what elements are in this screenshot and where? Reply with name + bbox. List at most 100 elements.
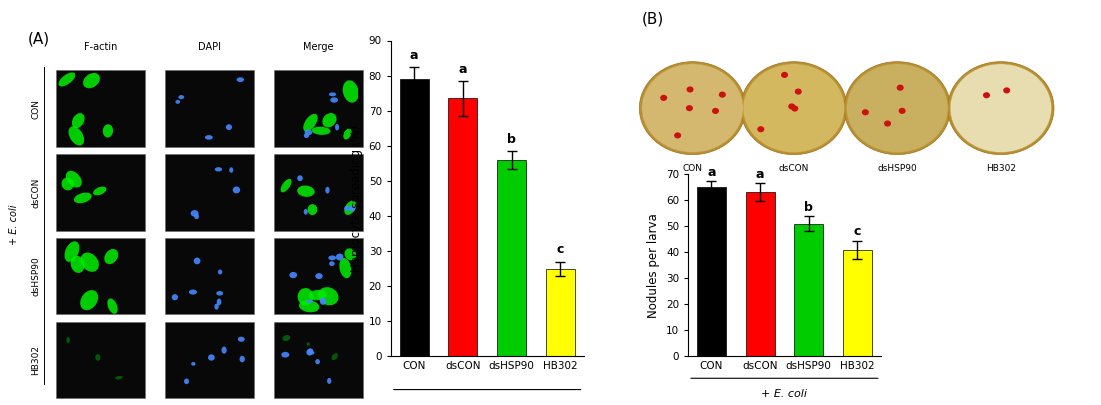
Ellipse shape (306, 349, 313, 356)
Ellipse shape (215, 167, 222, 172)
Bar (55, 70, 144, 147)
Ellipse shape (323, 113, 337, 128)
Circle shape (661, 95, 667, 101)
Ellipse shape (281, 179, 292, 192)
Ellipse shape (306, 342, 309, 346)
Ellipse shape (190, 210, 198, 217)
Ellipse shape (189, 290, 197, 294)
Text: dsCON: dsCON (778, 164, 809, 173)
Text: Merge: Merge (303, 42, 334, 52)
Ellipse shape (229, 167, 233, 173)
Ellipse shape (116, 376, 122, 379)
Circle shape (950, 64, 1051, 152)
Ellipse shape (218, 269, 222, 275)
Bar (273, 154, 363, 230)
Ellipse shape (336, 254, 344, 260)
Circle shape (792, 105, 798, 112)
Circle shape (983, 92, 990, 98)
Ellipse shape (325, 187, 329, 194)
Circle shape (862, 109, 869, 115)
Ellipse shape (208, 354, 215, 361)
Text: dsCON: dsCON (31, 177, 41, 207)
Ellipse shape (83, 73, 100, 88)
Ellipse shape (72, 113, 85, 128)
Ellipse shape (221, 347, 227, 354)
Circle shape (896, 85, 904, 91)
Text: a: a (459, 63, 467, 76)
Bar (794, 224, 824, 356)
Circle shape (741, 62, 847, 155)
Ellipse shape (342, 80, 359, 102)
Ellipse shape (345, 200, 357, 215)
Bar (273, 322, 363, 399)
Ellipse shape (66, 171, 81, 188)
Ellipse shape (283, 335, 291, 341)
Circle shape (1003, 87, 1011, 94)
Ellipse shape (237, 77, 244, 82)
Ellipse shape (305, 129, 313, 135)
Bar (697, 187, 726, 356)
Bar (165, 154, 254, 230)
Bar (165, 322, 254, 399)
Ellipse shape (315, 359, 320, 364)
Circle shape (719, 92, 726, 98)
Ellipse shape (80, 290, 98, 310)
Circle shape (686, 105, 693, 111)
Text: + E. coli: + E. coli (9, 205, 20, 245)
Bar (497, 160, 526, 356)
Bar (843, 249, 872, 356)
Ellipse shape (194, 258, 200, 264)
Circle shape (674, 132, 682, 139)
Circle shape (884, 120, 891, 127)
Text: c: c (853, 226, 861, 239)
Text: dsHSP90: dsHSP90 (31, 256, 41, 296)
Ellipse shape (94, 187, 107, 195)
Ellipse shape (240, 356, 244, 362)
Ellipse shape (345, 248, 357, 260)
Ellipse shape (299, 300, 319, 312)
Ellipse shape (172, 294, 178, 301)
Ellipse shape (315, 273, 323, 279)
Ellipse shape (297, 185, 315, 197)
Ellipse shape (58, 72, 75, 86)
Ellipse shape (68, 126, 84, 145)
Ellipse shape (226, 124, 232, 130)
Ellipse shape (344, 128, 351, 140)
Text: CON: CON (31, 98, 41, 119)
Ellipse shape (107, 298, 118, 314)
Bar (165, 70, 254, 147)
Ellipse shape (194, 214, 199, 219)
Circle shape (948, 62, 1054, 155)
Ellipse shape (348, 205, 356, 211)
Ellipse shape (308, 351, 315, 355)
Ellipse shape (308, 290, 327, 301)
Bar (273, 238, 363, 314)
Ellipse shape (105, 249, 118, 264)
Ellipse shape (312, 127, 330, 135)
Y-axis label: Nodules per larva: Nodules per larva (647, 213, 661, 318)
Ellipse shape (345, 206, 349, 211)
Bar (448, 98, 478, 356)
Ellipse shape (335, 124, 339, 130)
Bar (400, 79, 428, 356)
Ellipse shape (331, 353, 338, 360)
Ellipse shape (205, 135, 212, 140)
Text: c: c (556, 243, 564, 256)
Ellipse shape (329, 92, 336, 96)
Ellipse shape (178, 95, 184, 99)
Ellipse shape (70, 256, 85, 273)
Ellipse shape (232, 186, 240, 194)
Ellipse shape (307, 348, 314, 354)
Bar (55, 322, 144, 399)
Ellipse shape (297, 288, 314, 305)
Text: HB302: HB302 (31, 345, 41, 375)
Bar (165, 238, 254, 314)
Text: a: a (410, 49, 418, 62)
Circle shape (757, 126, 764, 132)
Ellipse shape (184, 379, 189, 384)
Ellipse shape (66, 337, 69, 343)
Bar (55, 154, 144, 230)
Circle shape (847, 64, 948, 152)
Ellipse shape (102, 124, 113, 138)
Text: HB302: HB302 (985, 164, 1016, 173)
